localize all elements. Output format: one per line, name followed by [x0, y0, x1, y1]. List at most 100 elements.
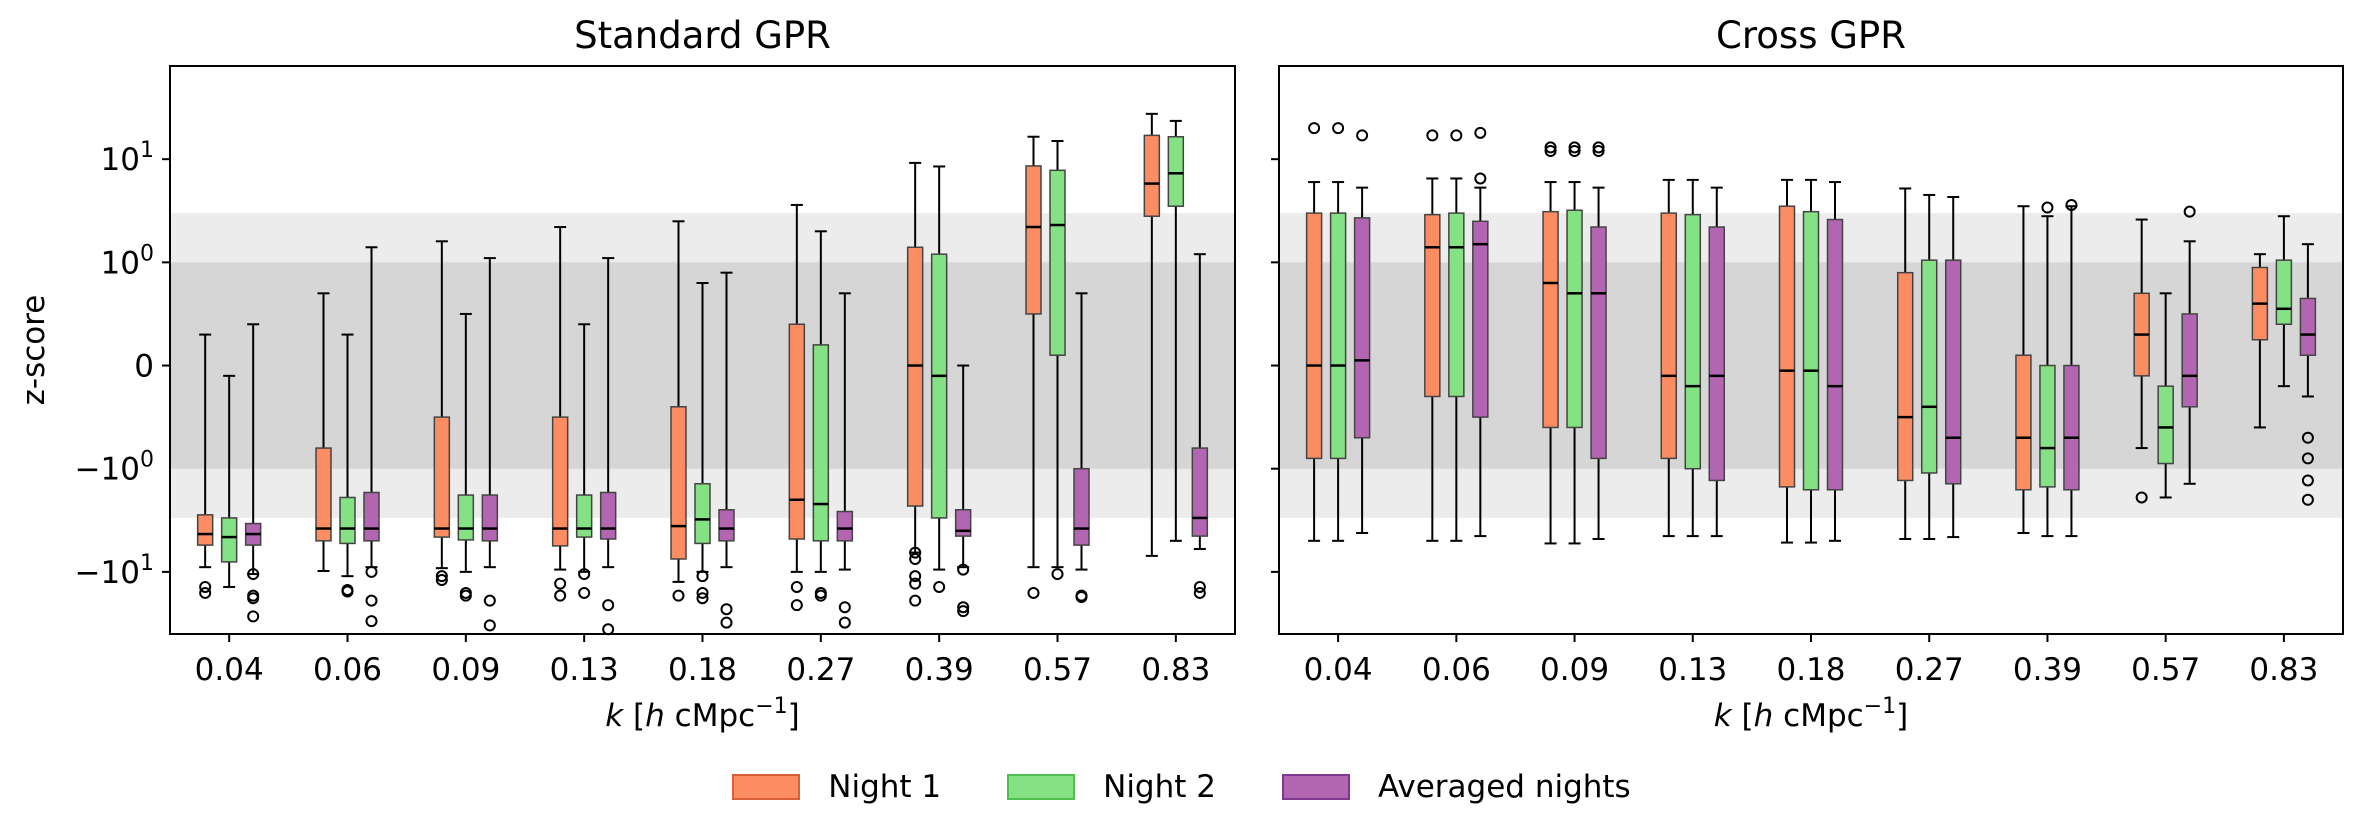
box-body: [2157, 385, 2174, 465]
x-axis-label: k [h cMpc−1]: [605, 694, 799, 734]
flier: [696, 570, 709, 583]
x-tick-label: 0.06: [313, 652, 382, 688]
flier: [2301, 493, 2314, 506]
flier: [909, 570, 922, 583]
x-tick-label: 0.57: [2131, 652, 2200, 688]
flier: [483, 594, 496, 607]
box-avg-0.04: [1353, 129, 1371, 535]
x-tick-label: 0.39: [905, 652, 974, 688]
box-night1-0.09: [1542, 141, 1559, 545]
x-axis-label-part: h: [645, 698, 665, 734]
box-night1-0.04: [196, 333, 214, 599]
flier: [909, 594, 922, 607]
box-body: [1920, 259, 1938, 474]
x-axis-label-part: −1: [1864, 694, 1896, 719]
flier: [957, 605, 970, 618]
flier: [2041, 201, 2054, 214]
flier: [435, 574, 448, 587]
box-night2-0.39: [2039, 201, 2056, 538]
flier: [1544, 141, 1557, 154]
flier: [814, 589, 827, 602]
box-body: [1305, 212, 1323, 460]
box-body: [457, 494, 475, 541]
flier: [1356, 129, 1369, 142]
panel-title: Cross GPR: [1716, 14, 1906, 57]
box-avg-0.09: [481, 257, 499, 632]
flier: [578, 586, 591, 599]
x-axis-label-part: k: [605, 698, 624, 734]
box-body: [2039, 364, 2056, 488]
box-night2-0.39: [930, 165, 948, 593]
flier: [838, 616, 851, 629]
box-body: [575, 494, 593, 538]
box-night1-0.06: [315, 292, 332, 572]
box-night2-0.09: [457, 312, 475, 602]
x-axis-label-part: ]: [788, 698, 800, 734]
flier: [602, 623, 615, 636]
flier: [2301, 452, 2314, 465]
flier: [199, 586, 212, 599]
flier: [1193, 586, 1206, 599]
box-body: [1896, 271, 1914, 482]
box-body: [1660, 212, 1678, 460]
box-night1-0.39: [2015, 205, 2032, 535]
x-axis-label-part: ]: [1896, 698, 1908, 734]
box-body: [2063, 364, 2080, 491]
box-body: [2015, 354, 2032, 491]
flier: [1051, 568, 1064, 581]
box-night2-0.06: [339, 333, 356, 598]
box-body: [1826, 218, 1844, 491]
box-body: [599, 491, 617, 540]
flier: [1308, 122, 1321, 135]
flier: [696, 592, 709, 605]
box-body: [1073, 467, 1090, 546]
x-axis-label-part: −1: [755, 694, 787, 719]
legend-item-averaged: Averaged nights: [1281, 769, 1631, 805]
x-tick-label: 0.27: [1895, 652, 1964, 688]
box-night2-0.83: [1167, 119, 1185, 542]
box-night1-0.13: [1660, 178, 1678, 538]
x-axis-label-part: [: [623, 698, 645, 734]
flier: [483, 619, 496, 632]
box-body: [1424, 213, 1441, 398]
box-body: [1472, 220, 1489, 418]
box-avg-0.18: [1826, 181, 1844, 542]
panel-1: 0.04 0.06 0.09 0.13 0.18 0.27 0.39 0.57 0.83−101…: [16, 14, 1236, 734]
y-tick-exponent: 1: [140, 551, 154, 576]
flier: [1193, 580, 1206, 593]
box-avg-0.04: [244, 323, 262, 623]
flier: [365, 565, 378, 578]
legend-item-night-2: Night 2: [1007, 769, 1216, 805]
flier: [1592, 141, 1605, 154]
box-body: [2275, 259, 2293, 326]
box-avg-0.13: [599, 257, 617, 636]
y-tick-label: 0: [134, 349, 154, 385]
y-tick-label: 101: [101, 138, 154, 178]
box-body: [1448, 212, 1465, 398]
box-night1-0.57: [2133, 218, 2150, 504]
x-tick-label: 0.39: [2013, 652, 2082, 688]
box-night2-0.27: [812, 230, 830, 602]
box-avg-0.18: [718, 271, 735, 629]
box-body: [339, 496, 356, 545]
legend-item-night-1: Night 1: [732, 769, 941, 805]
box-body: [1708, 226, 1726, 482]
box-body: [433, 416, 451, 538]
x-axis-label-part: cMpc: [1773, 698, 1863, 734]
x-axis-label: k [h cMpc−1]: [1714, 694, 1908, 734]
y-tick-base: −10: [75, 555, 140, 591]
box-night2-0.04: [1329, 122, 1347, 542]
y-tick-label: 100: [101, 241, 154, 281]
flier: [957, 601, 970, 614]
x-axis-label-part: k: [1714, 698, 1733, 734]
panel-title: Standard GPR: [574, 14, 831, 57]
flier: [790, 580, 803, 593]
box-body: [1802, 210, 1820, 491]
legend-label-averaged: Averaged nights: [1377, 769, 1631, 805]
box-night1-0.57: [1025, 135, 1042, 599]
flier: [247, 610, 260, 623]
flier: [1474, 126, 1487, 139]
x-tick-label: 0.04: [1304, 652, 1373, 688]
box-night2-0.57: [2157, 292, 2174, 499]
